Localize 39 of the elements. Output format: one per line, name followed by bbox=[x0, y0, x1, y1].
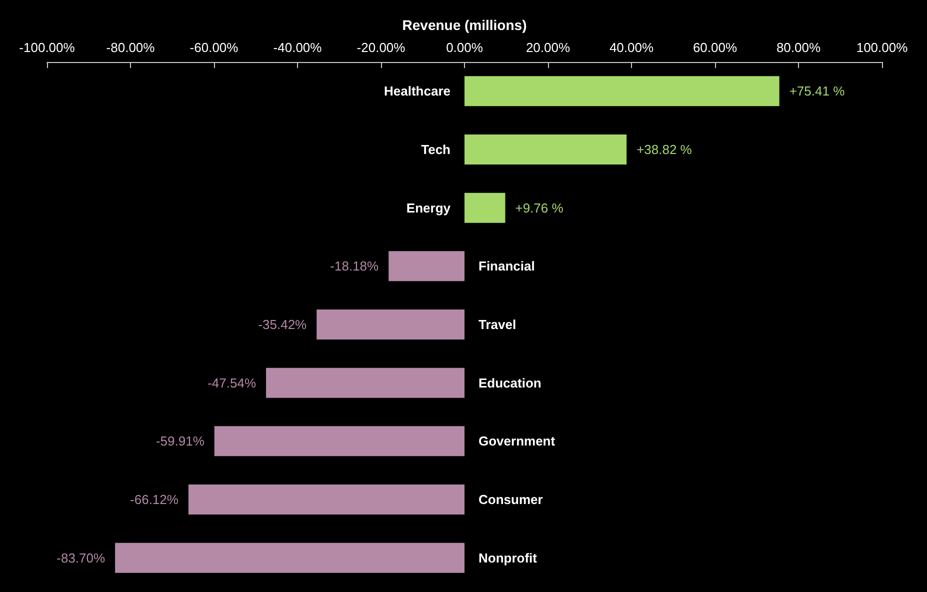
data-label: +38.82 % bbox=[636, 142, 692, 157]
x-tick-label: -20.00% bbox=[356, 40, 406, 55]
data-label: -83.70% bbox=[56, 550, 106, 566]
data-label: +9.76 % bbox=[515, 200, 564, 216]
x-tick-label: 60.00% bbox=[692, 40, 738, 55]
x-tick-label: 100.00% bbox=[856, 40, 908, 55]
data-label: -59.91% bbox=[156, 434, 205, 449]
data-label: -18.18% bbox=[330, 258, 380, 274]
bar bbox=[115, 542, 464, 573]
bar bbox=[316, 310, 464, 340]
bar bbox=[214, 426, 464, 456]
bar bbox=[464, 192, 506, 223]
bar bbox=[464, 76, 780, 106]
bar bbox=[188, 484, 464, 514]
x-tick-label: -80.00% bbox=[106, 40, 156, 55]
y-tick-label: Energy bbox=[406, 200, 452, 216]
x-tick-label: -60.00% bbox=[190, 40, 239, 55]
x-tick-label: 20.00% bbox=[526, 40, 570, 55]
data-label: -35.42% bbox=[258, 317, 308, 332]
data-label: -47.54% bbox=[208, 375, 256, 390]
x-axis-title: Revenue (millions) bbox=[402, 17, 527, 33]
bar bbox=[464, 134, 627, 164]
x-tick-label: 40.00% bbox=[609, 40, 654, 55]
y-tick-label: Nonprofit bbox=[478, 550, 538, 566]
x-tick-label: -40.00% bbox=[273, 40, 322, 55]
y-tick-label: Government bbox=[478, 434, 556, 449]
data-label: -66.12% bbox=[130, 492, 179, 507]
bar bbox=[388, 251, 464, 282]
data-label: +75.41 % bbox=[789, 84, 846, 99]
bar bbox=[266, 368, 464, 398]
x-tick-label: 0.00% bbox=[446, 40, 484, 55]
y-tick-label: Financial bbox=[478, 258, 535, 274]
y-tick-label: Tech bbox=[421, 142, 451, 157]
y-tick-label: Consumer bbox=[478, 492, 543, 507]
y-tick-label: Travel bbox=[478, 317, 516, 332]
x-tick-label: 80.00% bbox=[776, 40, 821, 55]
y-tick-label: Education bbox=[478, 375, 542, 390]
y-tick-label: Healthcare bbox=[384, 84, 450, 99]
x-tick-label: -100.00% bbox=[19, 40, 76, 55]
